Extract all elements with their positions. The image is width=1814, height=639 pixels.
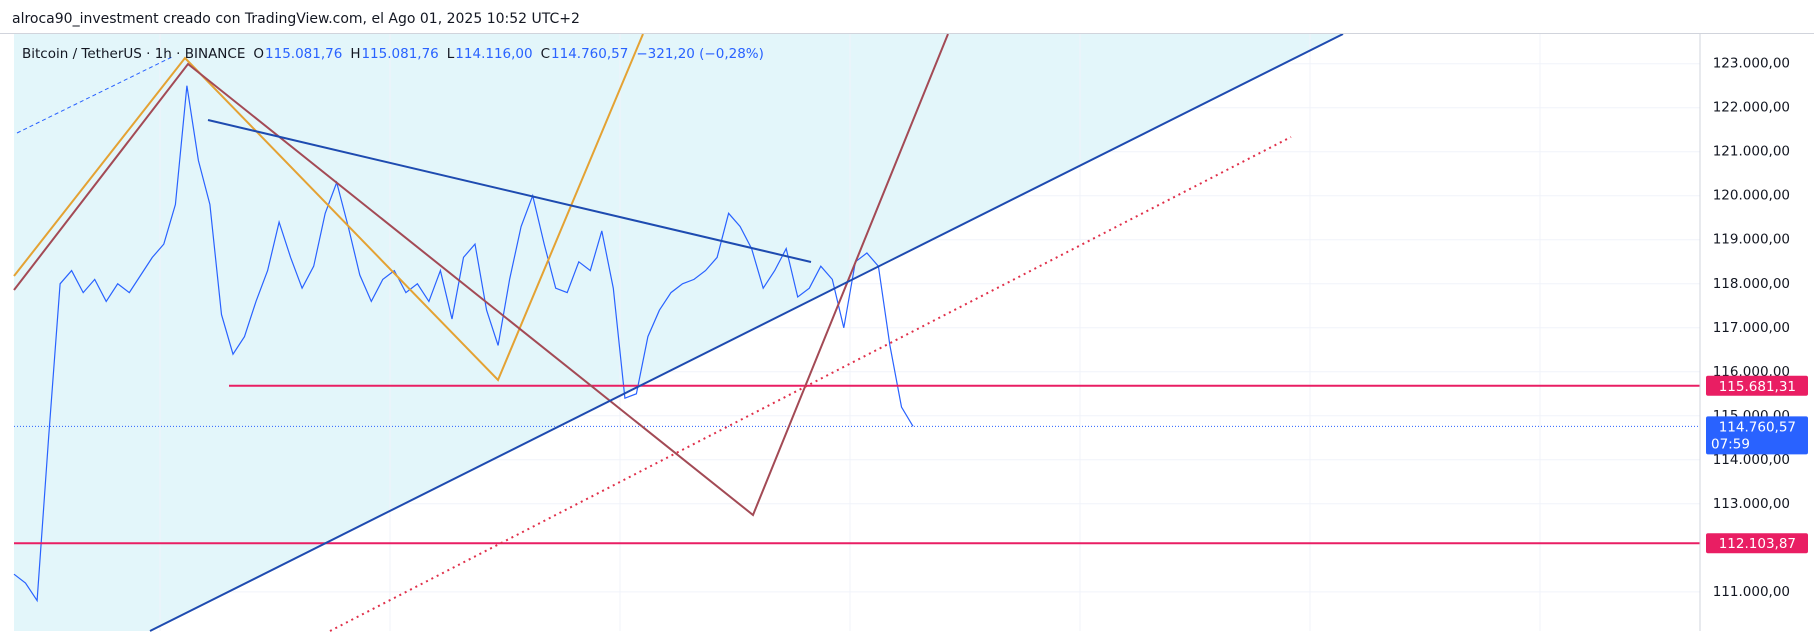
ohlc-key: L — [447, 46, 455, 62]
brown-zigzag — [13, 33, 949, 517]
y-tick-label: 116.000,00 — [1713, 364, 1790, 380]
y-tick-label: 114.000,00 — [1713, 452, 1790, 468]
labels: 111.000,00113.000,00114.000,00115.000,00… — [1706, 56, 1808, 600]
last-price-label: 114.760,57 — [1719, 419, 1796, 435]
y-tick-label: 123.000,00 — [1713, 56, 1790, 72]
dashed-trend — [16, 55, 175, 134]
ohlc-value: 115.081,76 — [265, 46, 342, 62]
level-label-box — [1706, 375, 1808, 396]
y-tick-label: 121.000,00 — [1713, 144, 1790, 160]
ohlc-key: C — [541, 46, 550, 62]
y-tick-label: 120.000,00 — [1713, 188, 1790, 204]
y-tick-label: 118.000,00 — [1713, 276, 1790, 292]
ohlc-value: 114.116,00 — [455, 46, 532, 62]
level-label: 115.681,31 — [1719, 379, 1796, 395]
y-tick-label: 113.000,00 — [1713, 496, 1790, 512]
ohlc-value: 115.081,76 — [361, 46, 438, 62]
dotted-trendline — [329, 136, 1292, 632]
ohlc-key: H — [350, 46, 360, 62]
change: −321,20 (−0,28%) — [636, 46, 764, 62]
y-tick-label: 111.000,00 — [1713, 584, 1790, 600]
orange-zigzag — [13, 33, 644, 382]
y-tick-label: 119.000,00 — [1713, 232, 1790, 248]
symbol: Bitcoin / TetherUS · 1h · BINANCE — [22, 46, 245, 62]
ohlc-key: O — [253, 46, 264, 62]
last-price-box — [1706, 416, 1808, 455]
price-line — [13, 85, 914, 603]
y-tick-label: 122.000,00 — [1713, 100, 1790, 116]
vertical-grid — [159, 34, 1541, 631]
ascending-trendline — [149, 33, 1344, 632]
countdown: 07:59 — [1711, 436, 1750, 452]
shaded-zone — [14, 34, 1343, 631]
header: alroca90_investment creado con TradingVi… — [12, 11, 580, 27]
descending-trendline — [207, 119, 812, 263]
marks — [13, 85, 1700, 603]
level-label-box — [1706, 533, 1808, 554]
level-label: 112.103,87 — [1719, 536, 1796, 552]
ohlc-value: 114.760,57 — [551, 46, 628, 62]
y-tick-label: 117.000,00 — [1713, 320, 1790, 336]
